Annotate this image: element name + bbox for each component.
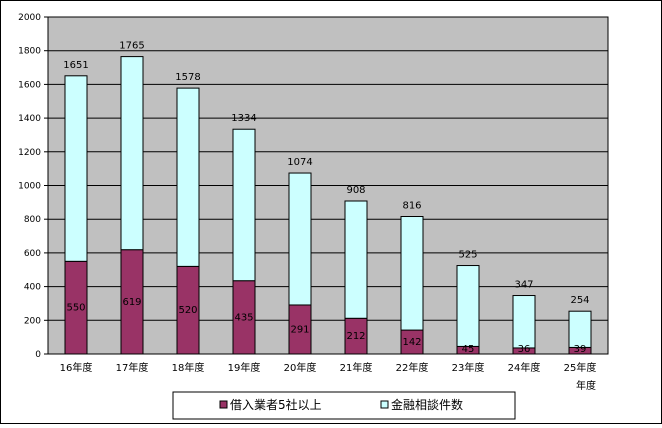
bar-inner-label: 212 [346,331,365,342]
bar-total-label: 347 [514,280,533,291]
bar-inner-label: 36 [518,344,531,355]
y-tick-label: 200 [24,316,41,326]
bar-total-label: 525 [458,250,477,261]
bar-inner-label: 142 [402,337,421,348]
bar-segment-consultations [232,128,256,282]
legend: 借入業者5社以上 金融相談件数 [172,391,516,420]
bar-segment-consultations [400,216,424,331]
x-tick-label: 17年度 [116,361,149,374]
bar-total-label: 1765 [119,41,144,52]
y-tick-label: 600 [24,249,41,259]
bar-inner-label: 45 [462,344,475,355]
bar-inner-label: 435 [234,312,253,323]
x-tick-label: 23年度 [452,361,485,374]
bar-segment-consultations [344,200,368,319]
bar-total-label: 816 [402,201,421,212]
bar-segment-consultations [568,310,592,348]
bar-segment-consultations [512,295,536,349]
y-tick-label: 0 [35,350,41,360]
x-tick-label: 25年度 [564,361,597,374]
x-axis-ticks: 16年度 17年度 18年度 19年度 20年度 21年度 22年度 23年度 24年度 25年度 [60,361,597,374]
x-tick-label: 24年度 [508,361,541,374]
x-tick-label: 18年度 [172,361,205,374]
bar-total-label: 1578 [175,72,200,83]
y-tick-label: 1600 [18,80,41,90]
bar-inner-label: 619 [122,297,141,308]
y-tick-label: 1400 [18,114,41,124]
bar-inner-label: 520 [178,305,197,316]
bar-segment-consultations [64,75,88,262]
x-tick-label: 20年度 [284,361,317,374]
y-axis-ticks: 0 200 400 600 800 1000 1200 1400 1600 1800 2000 [18,13,48,360]
bar-segment-consultations [456,265,480,347]
bar-total-label: 1651 [63,60,88,71]
y-tick-label: 1000 [18,182,41,192]
bar-total-label: 1074 [287,157,312,168]
x-tick-label: 21年度 [340,361,373,374]
y-tick-label: 2000 [18,13,41,23]
bar-inner-label: 550 [66,303,85,314]
y-tick-label: 400 [24,283,41,293]
bars: 550 1651 619 1765 520 1578 435 1334 291 1074 212 90… [63,41,592,355]
x-axis-title: 年度 [576,379,596,392]
bar-inner-label: 291 [290,324,309,335]
legend-swatch-consultations [380,400,389,409]
y-tick-label: 1200 [18,148,41,158]
x-tick-label: 16年度 [60,361,93,374]
bar-total-label: 1334 [231,113,256,124]
legend-box [172,391,516,420]
bar-total-label: 908 [346,185,365,196]
bar-inner-label: 39 [574,344,587,355]
y-tick-label: 800 [24,215,41,225]
bar-segment-consultations [288,172,312,306]
legend-label-consultations: 金融相談件数 [391,397,463,412]
bar-segment-consultations [176,87,200,267]
legend-label-borrowers: 借入業者5社以上 [230,397,322,412]
y-tick-label: 1800 [18,47,41,57]
bar-total-label: 254 [570,295,589,306]
x-tick-label: 19年度 [228,361,261,374]
x-tick-label: 22年度 [396,361,429,374]
bar-segment-consultations [120,56,144,251]
legend-swatch-borrowers [219,400,228,409]
